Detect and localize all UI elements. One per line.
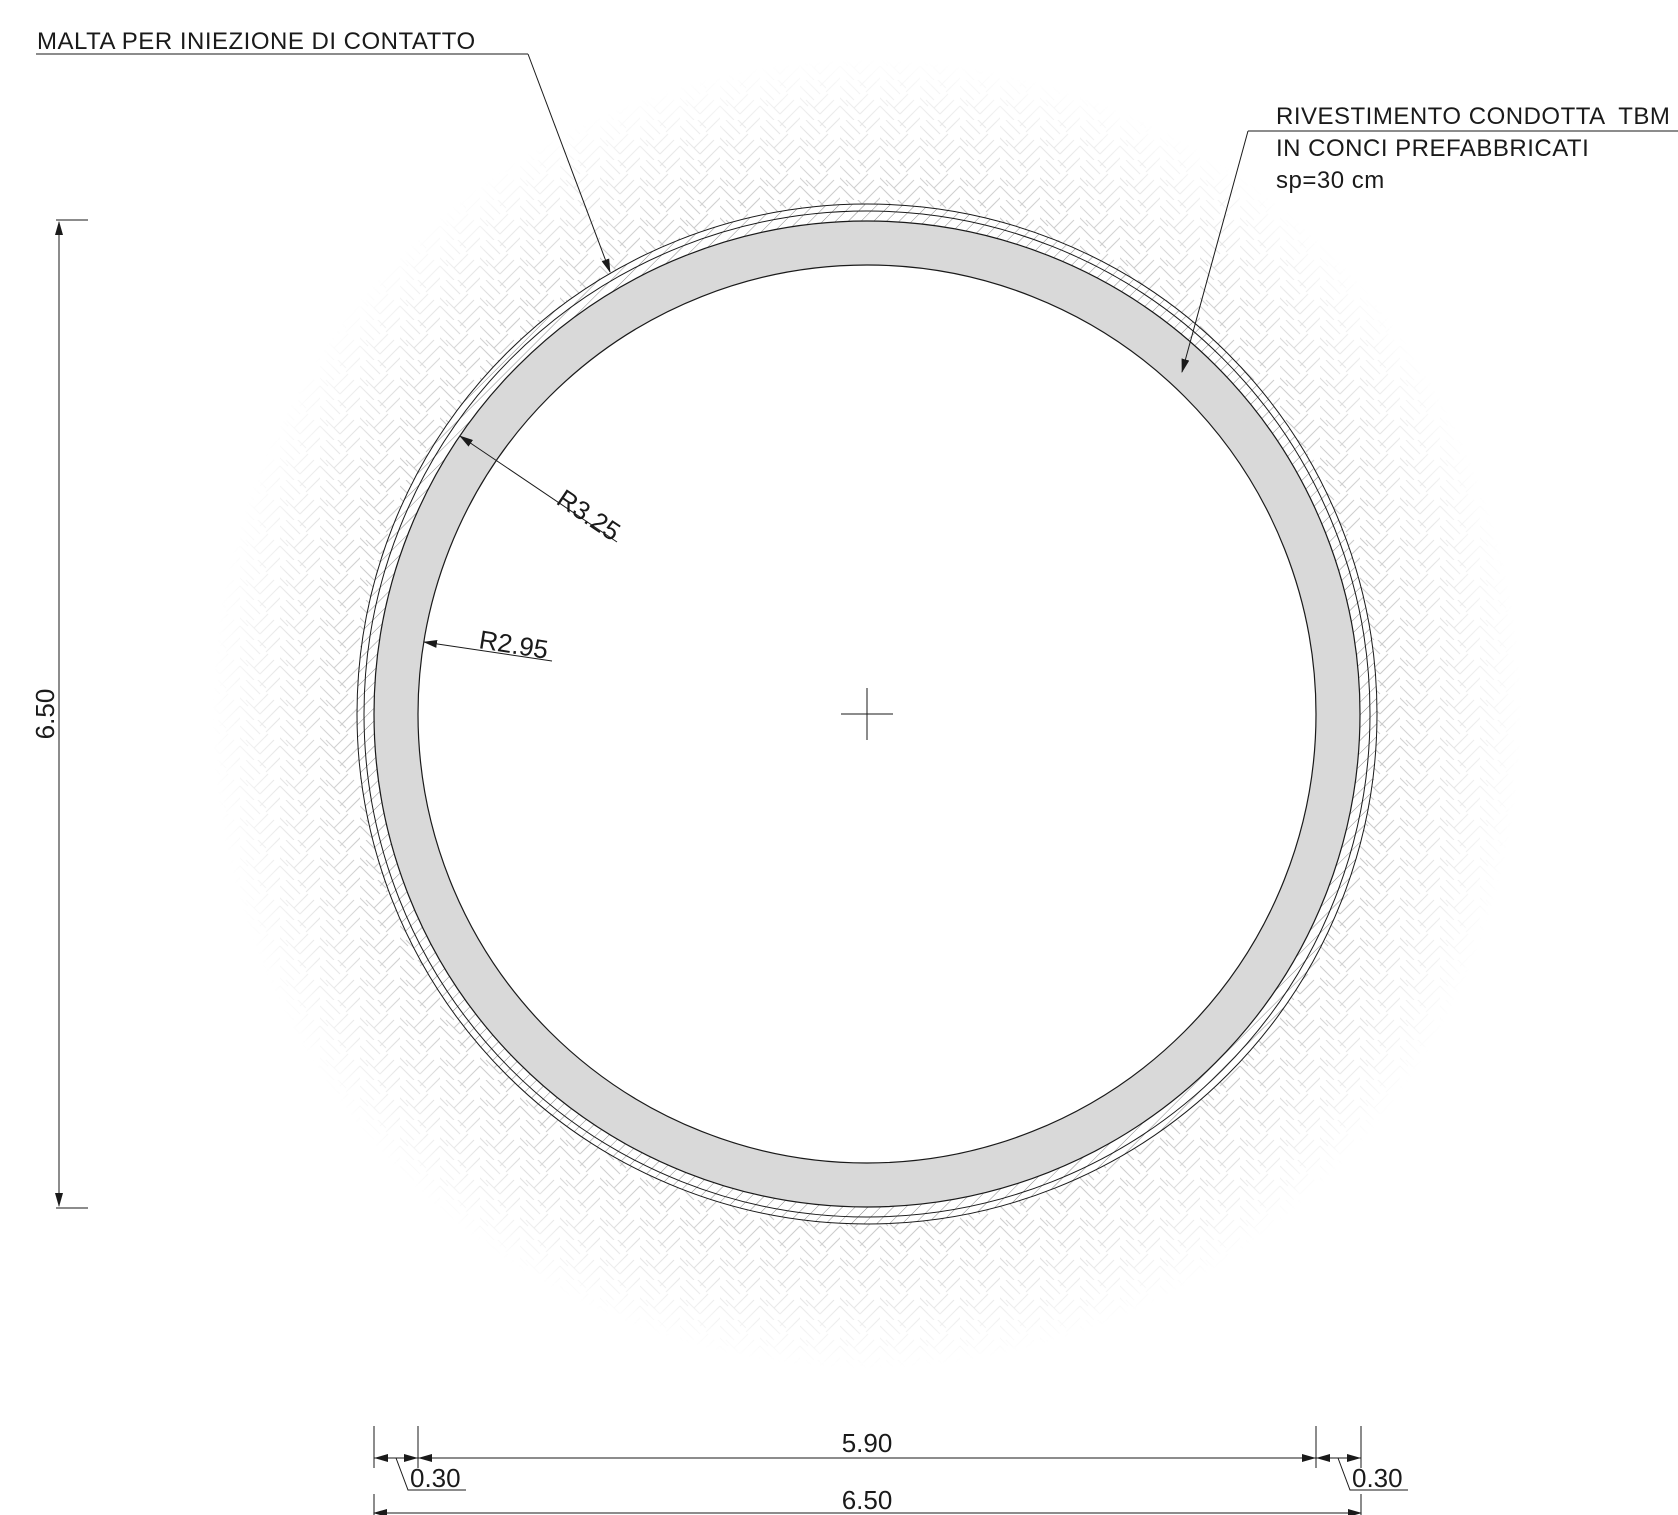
lining-label-line3: sp=30 cm [1276, 167, 1385, 194]
lining-label-line1: RIVESTIMENTO CONDOTTA TBM [1276, 103, 1670, 130]
outer-radius-dimension [459, 435, 618, 543]
grout-label: MALTA PER INIEZIONE DI CONTATTO [37, 28, 476, 55]
total-width-dimension [373, 1494, 1362, 1515]
inner-radius-dimension [423, 639, 553, 662]
right-thickness-label: 0.30 [1352, 1463, 1403, 1493]
grout-leader [36, 53, 611, 273]
height-dimension [55, 219, 88, 1209]
lining-label-line2: IN CONCI PREFABBRICATI [1276, 135, 1589, 162]
width-dimension-row [373, 1426, 1408, 1491]
lining-leader [1181, 130, 1678, 373]
center-mark [841, 688, 893, 740]
left-thickness-label: 0.30 [410, 1463, 461, 1493]
total-width-label: 6.50 [842, 1485, 893, 1515]
height-dimension-label: 6.50 [30, 689, 60, 740]
inner-width-label: 5.90 [842, 1428, 893, 1458]
